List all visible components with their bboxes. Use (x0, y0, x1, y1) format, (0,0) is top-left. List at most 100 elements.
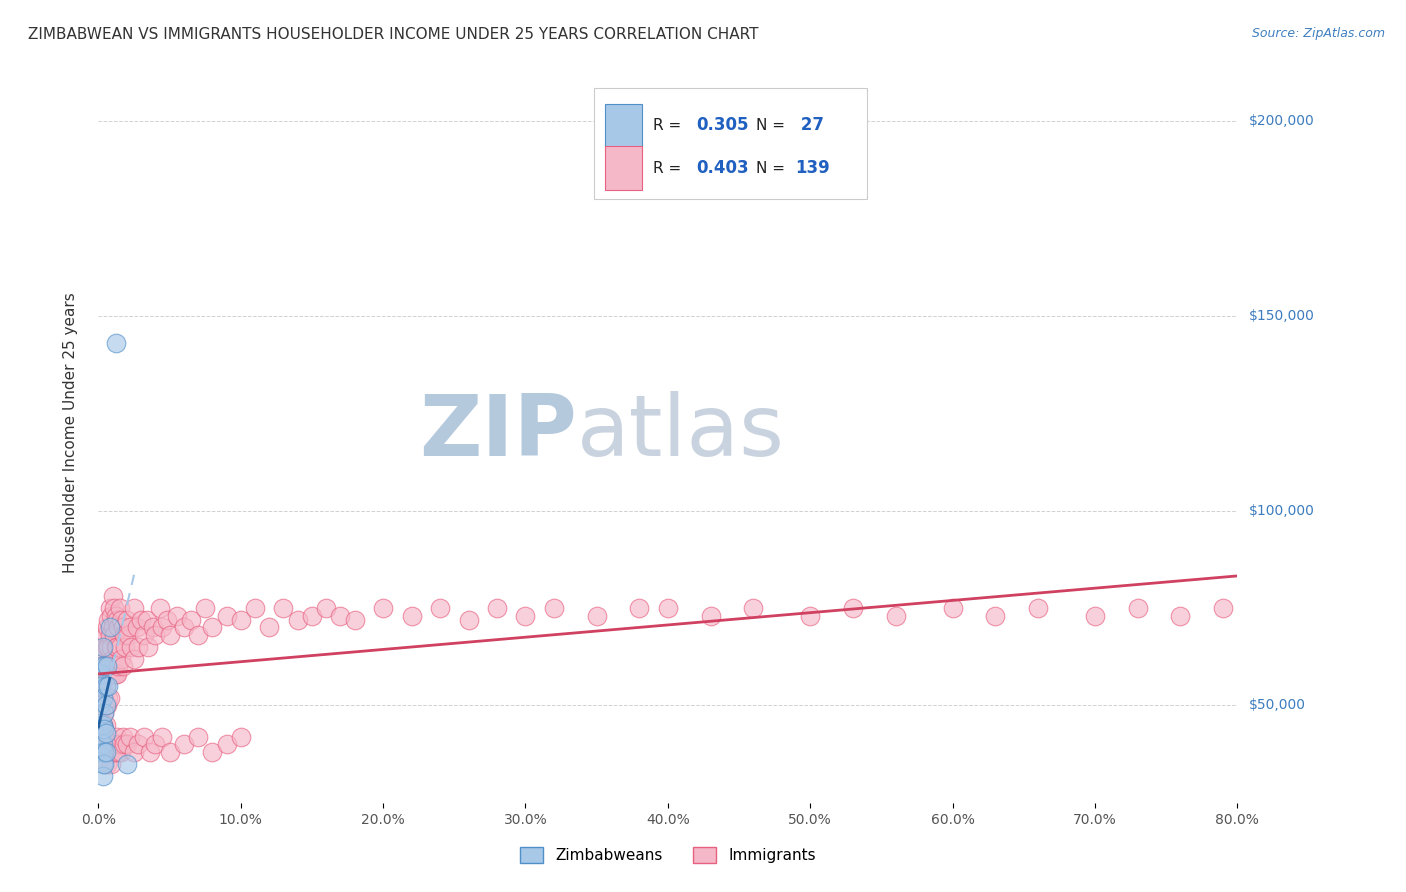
Text: $100,000: $100,000 (1249, 504, 1315, 517)
Point (229, 613, 252, 627)
Point (457, 613, 479, 627)
FancyBboxPatch shape (593, 88, 868, 200)
Point (145, 737, 167, 751)
Point (104, 336, 127, 351)
Point (1026, 601, 1049, 615)
Point (136, 640, 159, 654)
Point (98, 601, 121, 615)
Point (117, 628, 139, 642)
Point (287, 613, 309, 627)
Point (110, 745, 132, 759)
Point (159, 745, 181, 759)
Point (107, 620, 129, 634)
Point (105, 667, 128, 681)
Point (105, 730, 128, 744)
Point (201, 745, 224, 759)
Point (152, 620, 174, 634)
Point (135, 613, 157, 627)
Point (429, 601, 451, 615)
Point (104, 667, 127, 681)
Text: ZIP: ZIP (419, 391, 576, 475)
Point (96, 698, 118, 713)
Point (120, 640, 142, 654)
Text: N =: N = (755, 161, 785, 176)
Point (91, 756, 114, 771)
Point (93, 706, 115, 721)
Point (111, 730, 134, 744)
Point (97, 667, 120, 681)
Point (122, 601, 145, 615)
Point (118, 620, 141, 634)
Point (112, 737, 135, 751)
Point (107, 659, 129, 673)
Point (90, 718, 112, 732)
Point (97, 730, 120, 744)
Point (215, 737, 238, 751)
Point (115, 737, 138, 751)
Point (94, 679, 117, 693)
Point (91, 659, 114, 673)
Point (114, 640, 136, 654)
Point (93, 667, 115, 681)
Point (98, 620, 121, 634)
Point (108, 737, 131, 751)
Point (799, 608, 821, 623)
Text: 139: 139 (796, 160, 830, 178)
Point (187, 628, 209, 642)
Point (93, 730, 115, 744)
Point (111, 659, 134, 673)
Point (93, 690, 115, 705)
Point (273, 601, 295, 615)
Point (842, 601, 865, 615)
Point (90, 651, 112, 665)
Point (90, 679, 112, 693)
Point (118, 730, 141, 744)
Point (104, 745, 127, 759)
Point (115, 756, 138, 771)
Point (108, 601, 131, 615)
Point (97, 640, 120, 654)
Point (91, 718, 114, 732)
Point (97, 679, 120, 693)
Point (90, 667, 112, 681)
Point (91, 737, 114, 751)
Text: Source: ZipAtlas.com: Source: ZipAtlas.com (1251, 27, 1385, 40)
Point (103, 667, 125, 681)
Text: R =: R = (652, 118, 686, 133)
Point (94, 718, 117, 732)
Text: 0.403: 0.403 (696, 160, 749, 178)
Point (145, 628, 167, 642)
Point (98, 690, 121, 705)
Text: $200,000: $200,000 (1249, 114, 1315, 128)
Text: R =: R = (652, 161, 686, 176)
Point (107, 745, 129, 759)
Point (201, 620, 224, 634)
Point (93, 745, 115, 759)
Point (194, 601, 217, 615)
Point (94, 745, 117, 759)
Point (93, 722, 115, 736)
Point (103, 737, 125, 751)
Text: 0.305: 0.305 (696, 116, 749, 135)
Point (159, 628, 181, 642)
Point (138, 745, 160, 759)
Point (90, 679, 112, 693)
Point (373, 601, 395, 615)
Point (1126, 601, 1149, 615)
Point (108, 640, 131, 654)
Point (90, 698, 112, 713)
Point (515, 608, 537, 623)
Point (91, 718, 114, 732)
Point (91, 698, 114, 713)
Point (98, 745, 121, 759)
Text: 27: 27 (796, 116, 824, 135)
Point (301, 608, 323, 623)
Point (112, 628, 135, 642)
Point (94, 659, 117, 673)
Legend: Zimbabweans, Immigrants: Zimbabweans, Immigrants (513, 841, 823, 869)
Text: $150,000: $150,000 (1249, 309, 1315, 323)
Point (101, 745, 124, 759)
Point (156, 613, 179, 627)
Point (127, 737, 149, 751)
Point (166, 608, 188, 623)
